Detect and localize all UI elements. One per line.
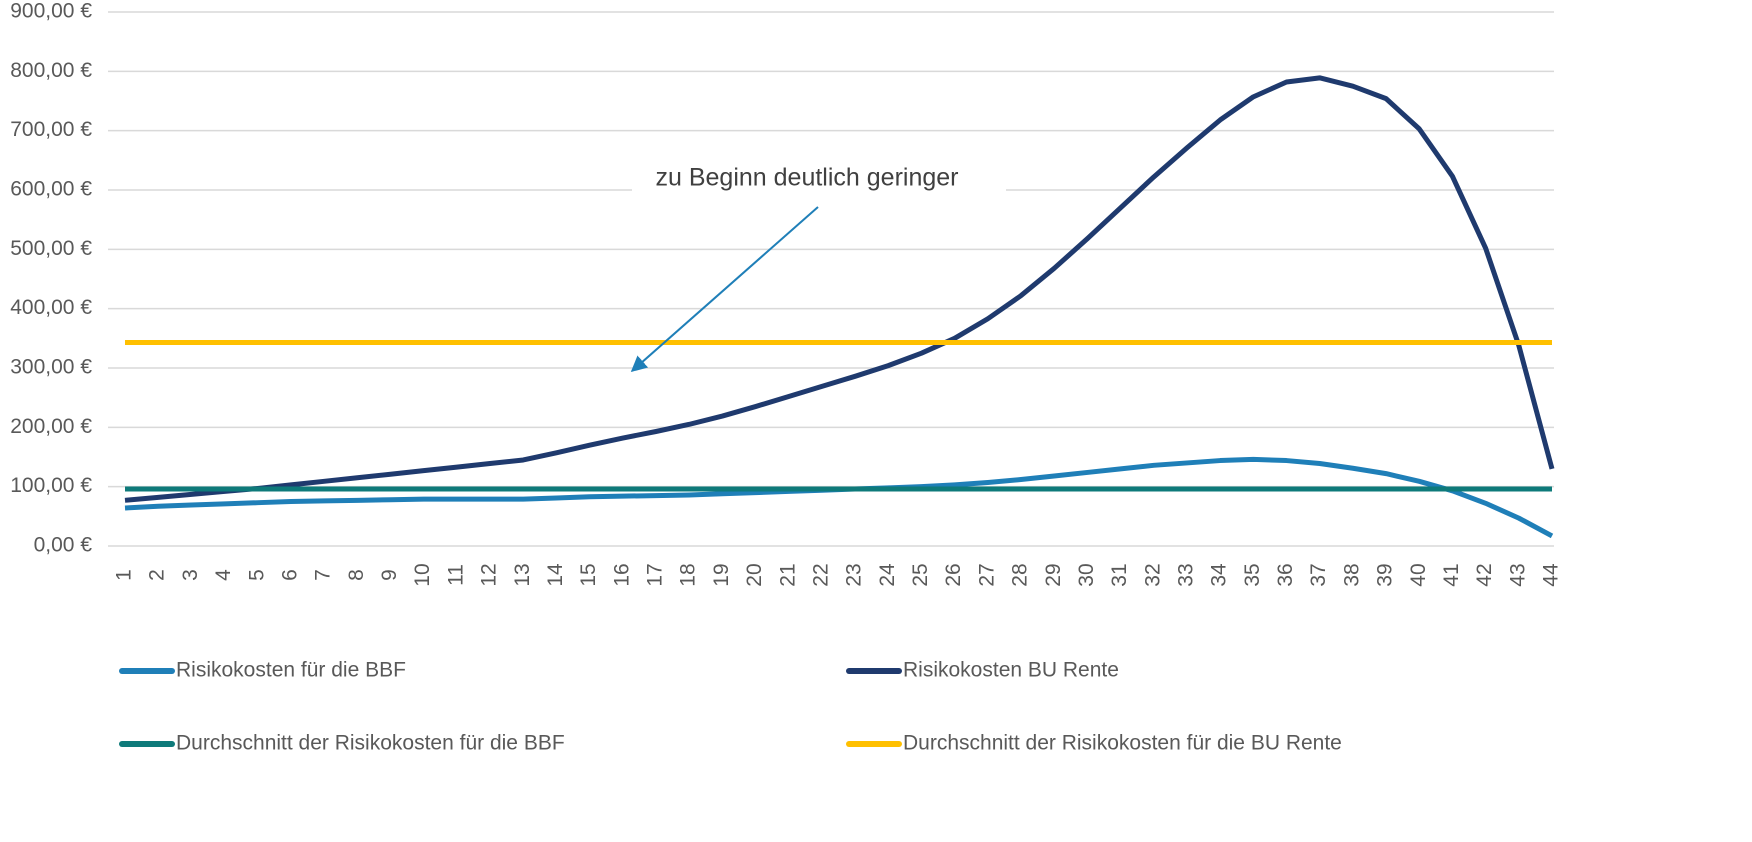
x-tick-label: 14 [544, 563, 567, 587]
x-tick-label: 1 [113, 569, 136, 581]
x-tick-label: 8 [345, 569, 368, 581]
y-tick-label: 600,00 € [10, 178, 92, 201]
x-tick-label: 39 [1374, 563, 1397, 586]
x-tick-label: 37 [1307, 563, 1330, 586]
x-tick-label: 25 [909, 563, 932, 586]
y-tick-label: 800,00 € [10, 59, 92, 82]
x-tick-label: 23 [843, 563, 866, 586]
legend-label: Risikokosten BU Rente [903, 659, 1119, 682]
x-tick-label: 29 [1042, 563, 1065, 586]
x-tick-label: 15 [577, 563, 600, 586]
x-tick-label: 32 [1141, 563, 1164, 586]
x-tick-label: 10 [411, 563, 434, 586]
x-tick-label: 28 [1009, 563, 1032, 586]
x-tick-label: 30 [1075, 563, 1098, 586]
annotation-arrow [630, 206, 819, 373]
x-tick-label: 35 [1241, 563, 1264, 586]
annotation-box [632, 158, 1006, 198]
x-tick-label: 3 [179, 569, 202, 581]
x-tick-label: 44 [1540, 563, 1563, 587]
y-tick-label: 400,00 € [10, 296, 92, 319]
x-tick-label: 42 [1473, 563, 1496, 586]
x-tick-label: 19 [710, 563, 733, 586]
y-tick-label: 0,00 € [34, 534, 93, 557]
legend-label: Durchschnitt der Risikokosten für die BB… [176, 732, 565, 755]
x-tick-label: 20 [743, 563, 766, 586]
x-tick-label: 34 [1208, 563, 1231, 587]
x-tick-label: 26 [942, 563, 965, 586]
x-tick-label: 22 [809, 563, 832, 586]
x-tick-label: 41 [1440, 563, 1463, 586]
x-tick-label: 38 [1340, 563, 1363, 586]
y-tick-label: 700,00 € [10, 118, 92, 141]
y-tick-label: 200,00 € [10, 415, 92, 438]
legend-label: Risikokosten für die BBF [176, 659, 406, 682]
x-tick-label: 13 [511, 563, 534, 586]
y-tick-label: 300,00 € [10, 356, 92, 379]
y-tick-label: 100,00 € [10, 474, 92, 497]
x-tick-label: 21 [776, 563, 799, 586]
x-tick-label: 6 [278, 569, 301, 581]
legend-label: Durchschnitt der Risikokosten für die BU… [903, 732, 1342, 755]
x-tick-label: 18 [677, 563, 700, 586]
x-tick-label: 9 [378, 569, 401, 581]
x-tick-label: 33 [1175, 563, 1198, 586]
x-tick-label: 40 [1407, 563, 1430, 586]
x-tick-label: 43 [1506, 563, 1529, 586]
y-tick-label: 500,00 € [10, 237, 92, 260]
annotation: zu Beginn deutlich geringer [656, 164, 959, 192]
x-tick-label: 12 [478, 563, 501, 586]
x-tick-label: 4 [212, 569, 235, 581]
plot-area: 0,00 € 100,00 € 200,00 € 300,00 € 400,00 € 50… [10, 0, 1562, 587]
series-line [124, 75, 1555, 503]
x-tick-label: 36 [1274, 563, 1297, 586]
x-tick-label: 16 [610, 563, 633, 586]
x-tick-label: 27 [975, 563, 998, 586]
x-tick-label: 17 [644, 563, 667, 586]
x-tick-label: 11 [444, 564, 467, 586]
y-tick-label: 900,00 € [10, 0, 92, 23]
x-tick-label: 7 [312, 569, 335, 581]
x-tick-label: 31 [1108, 563, 1131, 586]
x-tick-label: 2 [146, 569, 169, 581]
series-line [124, 456, 1554, 539]
x-tick-label: 24 [876, 563, 899, 587]
x-tick-label: 5 [245, 569, 268, 581]
